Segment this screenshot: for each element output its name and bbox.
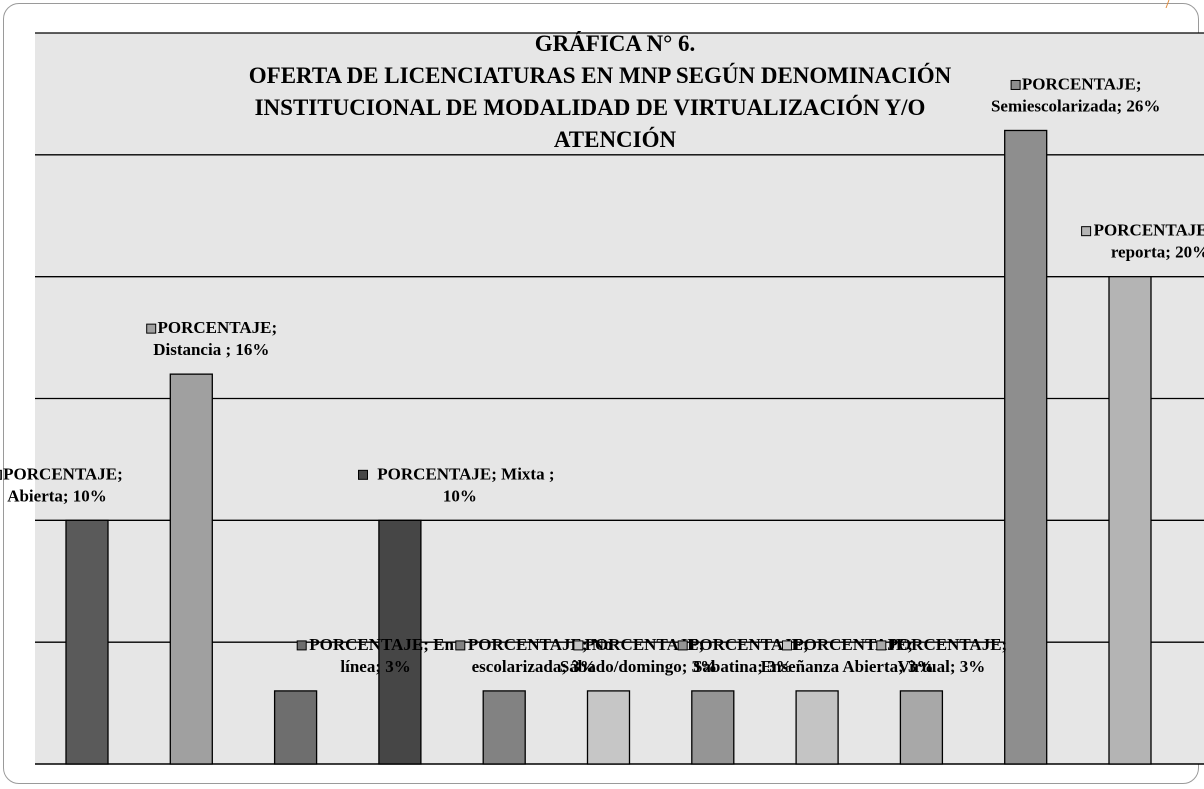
bar-sabatina <box>691 690 735 765</box>
data-label-text: PORCENTAJE; <box>888 635 1008 654</box>
data-label: PORCENTAJE; En línea; 3% <box>296 635 454 676</box>
data-label-text: PORCENTAJE; <box>1022 74 1142 93</box>
data-label-key <box>1010 79 1021 90</box>
data-label-text: PORCENTAJE; <box>3 464 123 483</box>
data-label-key <box>876 640 887 651</box>
data-label-text: Abierta; 10% <box>7 486 107 505</box>
chart-title-line-3: INSTITUCIONAL DE MODALIDAD DE VIRTUALIZA… <box>255 94 926 120</box>
chart-title-line-2: OFERTA DE LICENCIATURAS EN MNP SEGÚN DEN… <box>249 62 952 88</box>
data-label-key <box>782 640 792 651</box>
data-label: PORCENTAJE; Distancia ; 16% <box>146 318 277 359</box>
data-label: PORCENTAJE; Sabatina; 3% <box>677 635 809 676</box>
data-label-key <box>146 323 157 334</box>
data-label-key <box>573 640 584 651</box>
data-label-key <box>0 469 2 480</box>
data-label-text: reporta; 20% <box>1111 243 1204 262</box>
data-label-text: Distancia ; 16% <box>153 340 269 359</box>
bar-no-escolarizada <box>482 690 526 765</box>
data-label-key <box>296 640 307 651</box>
data-label-text: Enseñanza Abierta; 3% <box>761 657 934 676</box>
data-label: PORCENTAJE; No reporta; 20% <box>1081 221 1204 262</box>
data-label-text: PORCENTAJE; <box>585 635 705 654</box>
data-label-text: PORCENTAJE; Mixta ; <box>377 464 554 483</box>
bar-abierta <box>65 519 109 765</box>
data-label: PORCENTAJE; Sábado/domingo; 3% <box>560 635 717 676</box>
data-label-text: línea; 3% <box>340 657 410 676</box>
data-label-text: PORCENTAJE; <box>689 635 809 654</box>
data-label-key <box>455 640 466 651</box>
data-label-key <box>1081 226 1092 237</box>
data-label: PORCENTAJE; Mixta ; 10% <box>358 464 555 505</box>
data-label-text: Semiescolarizada; 26% <box>991 96 1161 115</box>
data-label-text: escolarizada; 3% <box>472 657 597 676</box>
data-label-text: PORCENTAJE; En <box>309 635 454 654</box>
bar-semiescolarizada <box>1004 129 1048 765</box>
data-label-text: Virtual; 3% <box>898 657 986 676</box>
data-label-key <box>677 640 688 651</box>
bar-mixta <box>378 519 422 765</box>
bar-en-l-nea <box>273 690 318 765</box>
data-label-text: 10% <box>443 486 477 505</box>
data-labels: PORCENTAJE; Abierta; 10% PORCENTAJE; Distan… <box>0 74 1204 676</box>
data-label-text: Sábado/domingo; 3% <box>560 657 717 676</box>
data-label-key <box>358 469 368 480</box>
data-label: PORCENTAJE;Enseñanza Abierta; 3% <box>761 635 934 676</box>
data-label-text: Sabatina; 3% <box>693 657 793 676</box>
bar-distancia <box>169 373 213 765</box>
data-label: PORCENTAJE; Virtual; 3% <box>876 635 1008 676</box>
data-label-text: PORCENTAJE; No <box>1094 221 1204 240</box>
bar-virtual <box>899 690 944 765</box>
chart-title-line-1: GRÁFICA N° 6. <box>535 31 696 56</box>
data-label-text: PORCENTAJE; <box>157 318 277 337</box>
chart-title-line-4: ATENCIÓN <box>554 126 677 152</box>
bars <box>65 129 1152 765</box>
chart-title: GRÁFICA N° 6. OFERTA DE LICENCIATURAS EN… <box>249 31 952 152</box>
bar-no-reporta <box>1108 276 1152 765</box>
data-label: PORCENTAJE; Semiescolarizada; 26% <box>991 74 1161 115</box>
bar-ense-anza-abierta <box>795 690 839 765</box>
data-label: PORCENTAJE; Abierta; 10% <box>0 464 123 505</box>
bar-s-bado-domingo <box>586 690 631 765</box>
